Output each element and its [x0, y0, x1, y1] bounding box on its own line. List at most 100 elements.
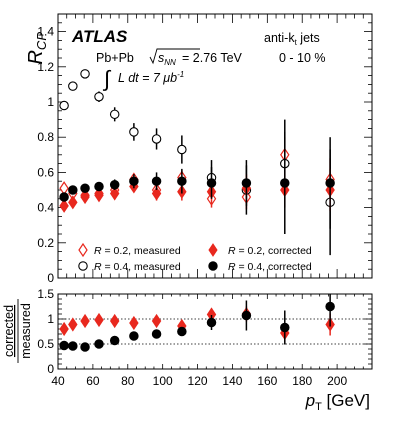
ratio-y-title-numerator: corrected — [2, 305, 16, 357]
data-point — [177, 176, 187, 186]
ratio-y-title-denominator: measured — [19, 303, 33, 359]
data-point — [325, 301, 335, 312]
legend-label: R = 0.2, measured — [94, 245, 181, 257]
energy-label: sNN = 2.76 TeV — [149, 48, 243, 67]
data-point — [59, 340, 69, 351]
legend-marker-filled-circle — [208, 261, 218, 271]
data-point — [109, 179, 120, 190]
top-y-axis-title: RCP — [25, 32, 49, 65]
data-point — [59, 100, 69, 111]
data-point — [177, 326, 187, 337]
collision-label: Pb+Pb — [96, 51, 134, 65]
data-point — [80, 342, 90, 352]
y-tick-label: 0.4 — [37, 201, 54, 215]
data-point — [59, 321, 69, 337]
ratio-ticks — [57, 293, 373, 370]
data-point — [177, 144, 187, 155]
data-point — [280, 322, 290, 333]
centrality-label: 0 - 10 % — [279, 51, 326, 65]
data-point — [68, 185, 78, 195]
y-tick-label: 1 — [47, 312, 54, 326]
x-axis-title: pT [GeV] — [305, 391, 370, 413]
ratio-panel: 0 0.5 1 1.5 40 60 80 100 120 140 160 180 200 correc… — [2, 287, 373, 413]
legend-marker-open-diamond — [78, 242, 88, 258]
data-point — [68, 341, 78, 351]
sqrt-s-label: sNN — [158, 51, 176, 67]
y-tick-label: 0 — [47, 271, 54, 285]
y-tick-label: 1 — [47, 95, 54, 109]
top-ticks — [57, 13, 373, 279]
data-point — [109, 335, 120, 346]
x-tick-label: 180 — [292, 374, 312, 388]
data-point — [94, 312, 104, 328]
legend-marker-filled-diamond — [208, 243, 218, 257]
data-point — [94, 188, 104, 203]
data-point — [151, 329, 162, 339]
data-point — [151, 134, 162, 144]
x-tick-label: 40 — [51, 374, 65, 388]
ratio-plot-frame — [57, 293, 373, 370]
data-point — [241, 310, 252, 321]
ratio-y-tick-labels: 0 0.5 1 1.5 — [37, 287, 54, 376]
data-point — [280, 178, 290, 188]
data-point — [129, 331, 139, 341]
x-tick-label: 160 — [257, 374, 277, 388]
y-tick-label: 1.4 — [37, 25, 54, 39]
y-tick-label: 0.8 — [37, 130, 54, 144]
legend-label: R = 0.4, corrected — [228, 261, 312, 273]
legend-label: R = 0.2, corrected — [228, 245, 312, 257]
data-point — [151, 313, 162, 329]
y-tick-label: 0 — [47, 362, 54, 376]
integral-sign: ∫ — [102, 66, 112, 91]
x-tick-label: 140 — [222, 374, 242, 388]
data-point — [151, 176, 162, 186]
data-point — [68, 195, 78, 210]
data-point — [80, 313, 90, 329]
data-point — [80, 189, 90, 205]
legend: R = 0.2, measured R = 0.4, measured R = … — [78, 242, 312, 273]
y-tick-label: 0.2 — [37, 236, 54, 250]
legend-entry-r04-corrected: R = 0.4, corrected — [208, 261, 312, 273]
y-tick-label: 1.2 — [37, 60, 54, 74]
top-panel: 0 0.2 0.4 0.6 0.8 1 1.2 1.4 RCP ATLAS Pb+Pb sNN… — [25, 13, 373, 285]
legend-entry-r02-measured: R = 0.2, measured — [78, 242, 181, 258]
data-point — [59, 198, 69, 213]
legend-entry-r04-measured: R = 0.4, measured — [78, 261, 181, 273]
data-point — [129, 176, 139, 186]
legend-marker-open-circle — [78, 261, 88, 271]
x-tick-labels: 40 60 80 100 120 140 160 180 200 — [51, 374, 347, 388]
data-point — [109, 313, 120, 329]
x-tick-label: 100 — [153, 374, 173, 388]
luminosity-text: L dt = 7 μb-1 — [118, 70, 184, 85]
data-point — [68, 317, 78, 332]
data-point — [129, 127, 139, 137]
data-point — [59, 192, 69, 202]
legend-label: R = 0.4, measured — [94, 261, 181, 273]
data-point — [109, 186, 120, 201]
data-point — [94, 181, 104, 192]
data-point — [94, 91, 104, 102]
ratio-data-marks — [59, 294, 335, 352]
legend-entry-r02-corrected: R = 0.2, corrected — [208, 243, 312, 257]
data-point — [151, 186, 162, 201]
data-point — [80, 183, 90, 193]
data-point — [80, 69, 90, 79]
y-tick-label: 0.5 — [37, 337, 54, 351]
energy-value: = 2.76 TeV — [182, 51, 243, 65]
experiment-label: ATLAS — [71, 27, 128, 46]
data-point — [68, 81, 78, 91]
y-tick-label: 1.5 — [37, 287, 54, 301]
x-tick-label: 80 — [121, 374, 135, 388]
top-y-tick-labels: 0 0.2 0.4 0.6 0.8 1 1.2 1.4 — [37, 25, 54, 285]
jet-algorithm-label: anti-kt jets — [264, 31, 320, 47]
sqrt-symbol — [149, 48, 200, 65]
data-point — [206, 178, 217, 188]
data-point — [129, 315, 139, 331]
data-point — [94, 339, 104, 349]
luminosity-label: ∫ L dt = 7 μb-1 — [102, 66, 184, 91]
x-tick-label: 60 — [86, 374, 100, 388]
top-data-marks — [59, 69, 335, 256]
ratio-y-axis-title: corrected measured — [2, 299, 33, 363]
x-tick-label: 200 — [327, 374, 347, 388]
